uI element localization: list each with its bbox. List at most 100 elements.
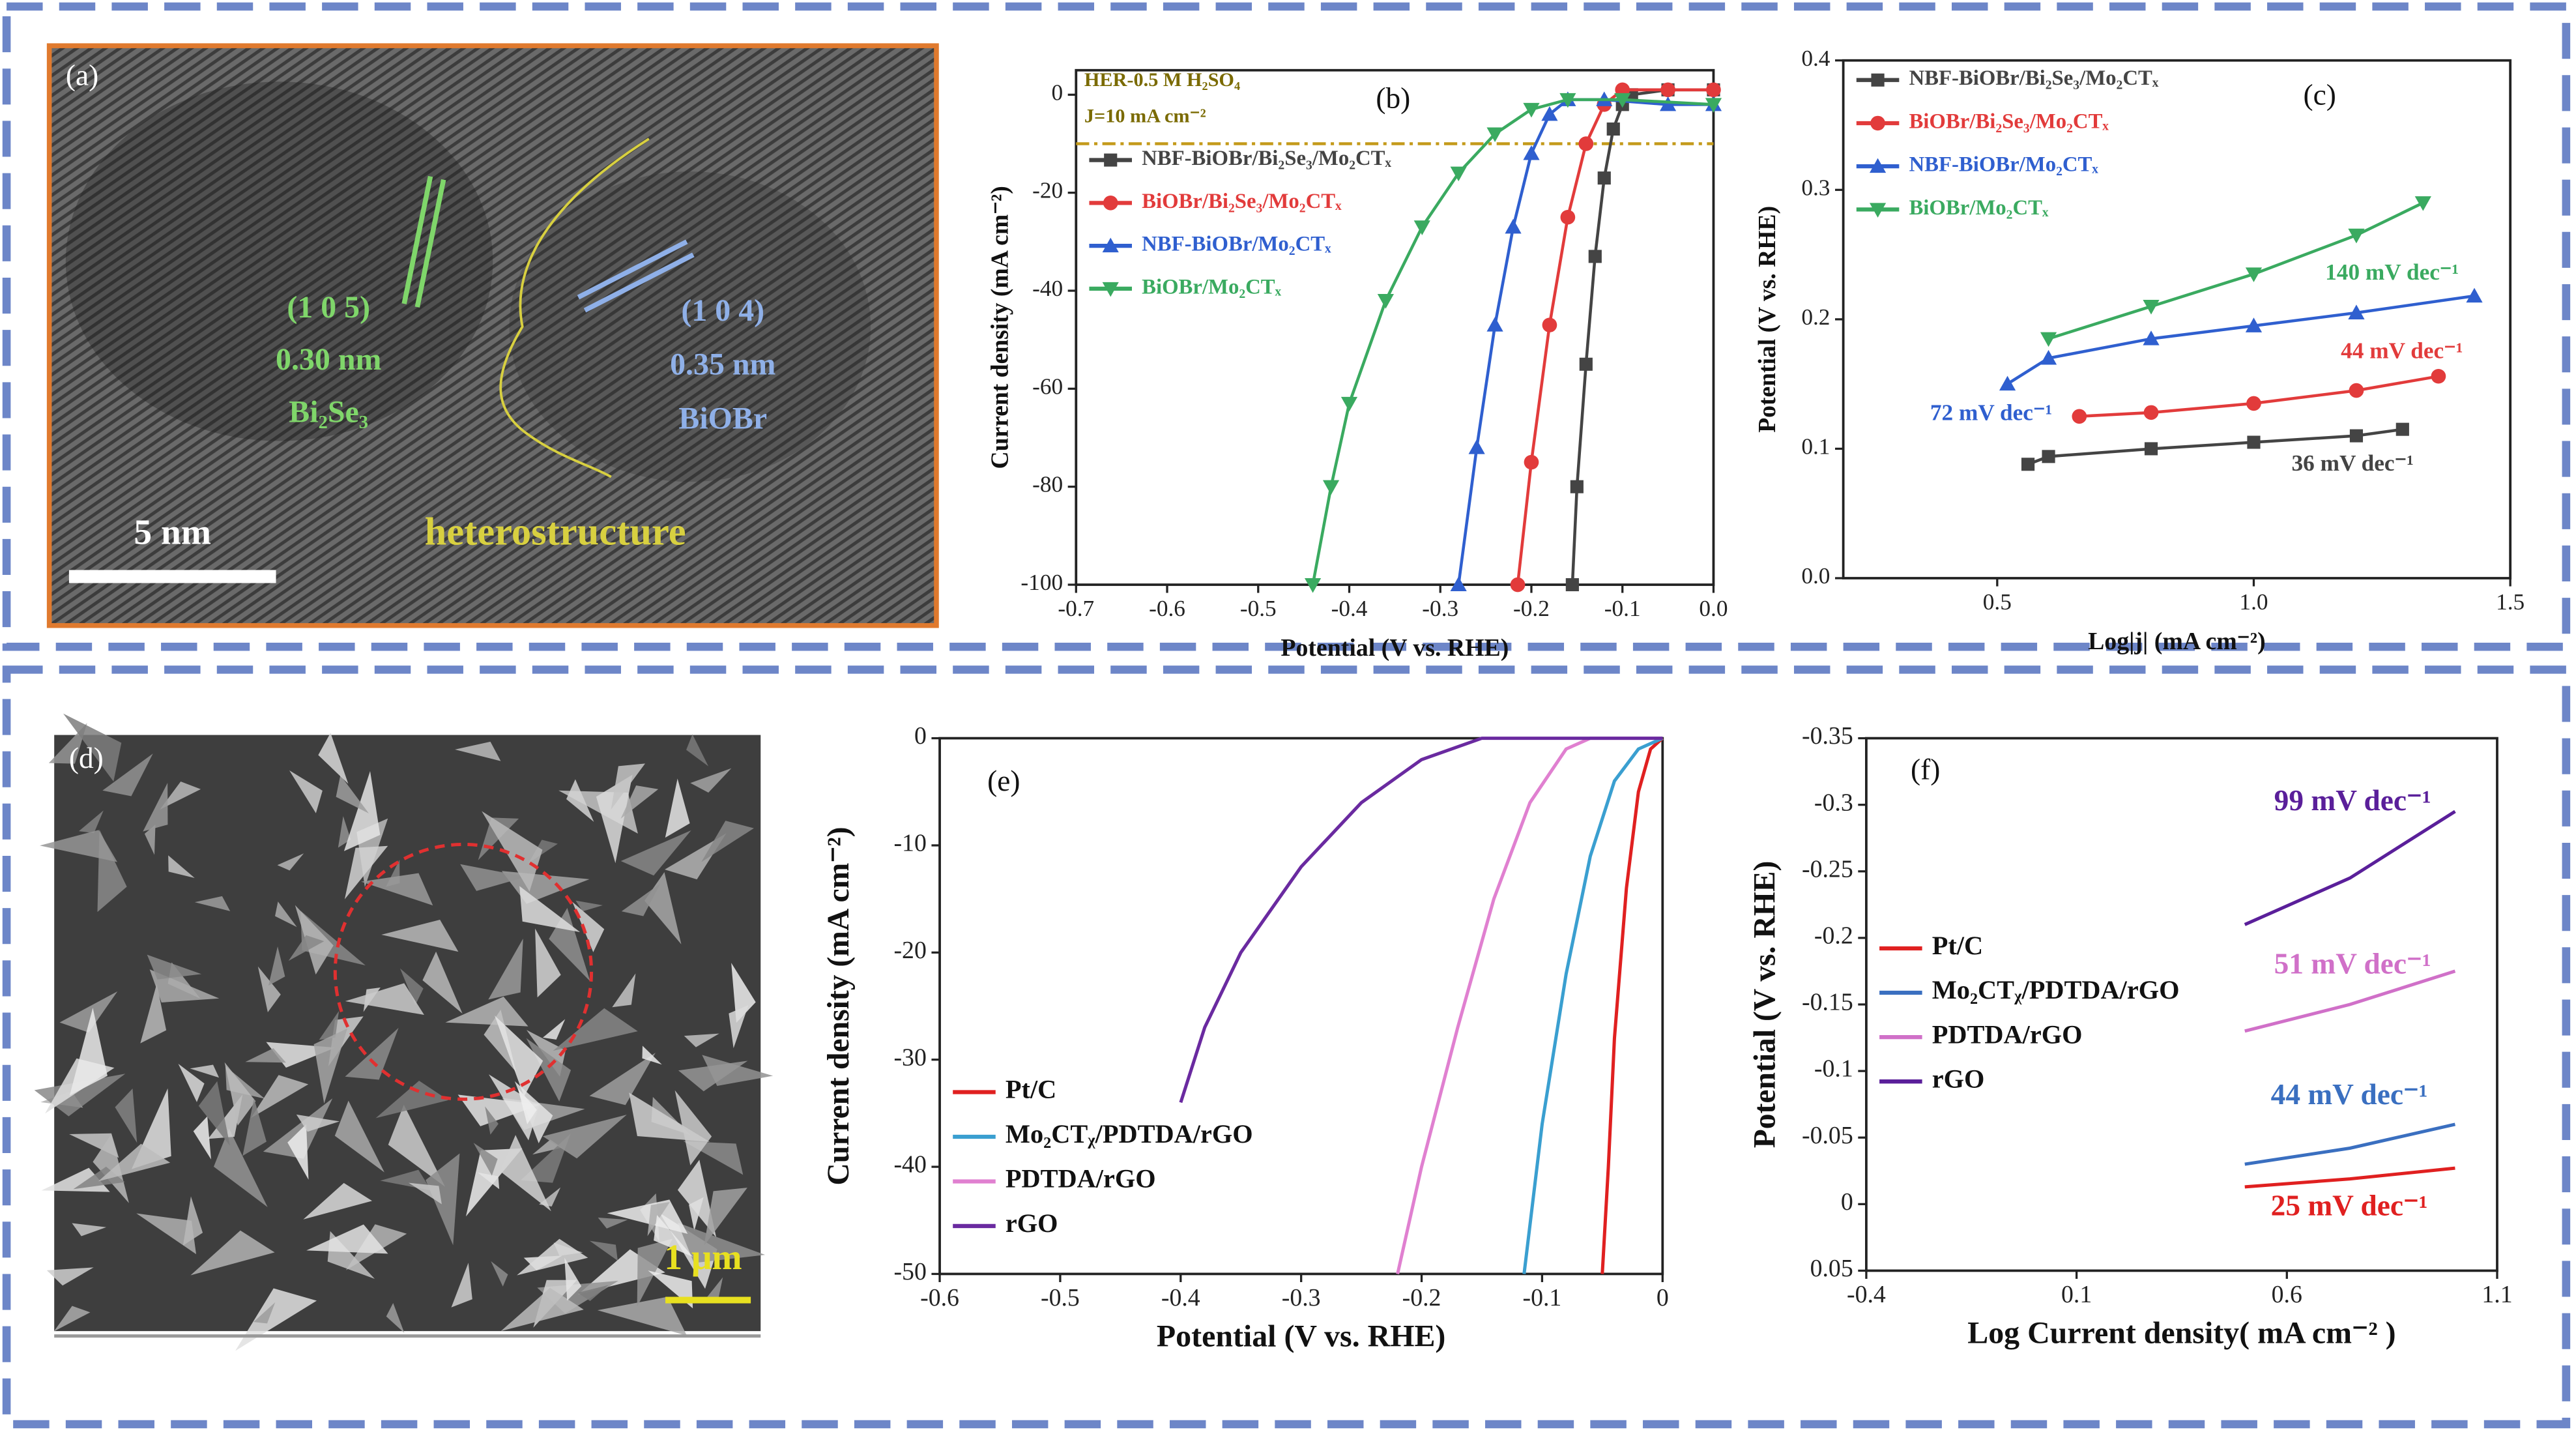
marker bbox=[1706, 82, 1721, 98]
x-tick-label: -0.1 bbox=[1604, 596, 1641, 621]
flake bbox=[144, 825, 156, 855]
legend-marker bbox=[1871, 73, 1885, 87]
flake bbox=[445, 996, 528, 1027]
y-tick-label: -100 bbox=[1020, 570, 1063, 595]
flake bbox=[704, 1188, 747, 1246]
x-tick-label: 1.5 bbox=[2496, 589, 2525, 615]
flake bbox=[288, 935, 325, 961]
annotation: J=10 mA cm⁻² bbox=[1084, 104, 1206, 126]
flake bbox=[388, 1104, 445, 1187]
flake bbox=[338, 816, 351, 848]
marker bbox=[2246, 396, 2261, 411]
legend-label: BiOBr/Mo₂CTₓ bbox=[1142, 275, 1282, 299]
flake bbox=[647, 1201, 671, 1236]
flake bbox=[79, 810, 104, 834]
flake bbox=[535, 928, 561, 998]
flake bbox=[399, 968, 424, 1006]
y-tick-label: -0.25 bbox=[1802, 856, 1853, 883]
flake bbox=[488, 939, 523, 1000]
flake bbox=[597, 1296, 687, 1336]
slope-label: 44 mV dec⁻¹ bbox=[2341, 338, 2463, 363]
slope-label: 44 mV dec⁻¹ bbox=[2271, 1078, 2428, 1111]
marker bbox=[1377, 294, 1394, 309]
marker bbox=[1541, 106, 1558, 121]
annotation: 0.35 nm bbox=[670, 347, 775, 382]
marker bbox=[2144, 442, 2158, 456]
flake bbox=[598, 1217, 628, 1229]
flake bbox=[72, 1223, 107, 1236]
flake bbox=[564, 1257, 582, 1301]
flake bbox=[731, 963, 756, 1023]
marker bbox=[2414, 196, 2431, 211]
flake bbox=[426, 1153, 460, 1246]
x-tick-label: -0.7 bbox=[1058, 596, 1094, 621]
flake bbox=[678, 1061, 748, 1092]
marker bbox=[1578, 136, 1594, 151]
x-tick-label: 0.6 bbox=[2272, 1281, 2302, 1308]
flake bbox=[589, 1053, 656, 1105]
flake bbox=[263, 1098, 333, 1159]
y-tick-label: 0.1 bbox=[1801, 434, 1830, 460]
marker bbox=[1570, 480, 1584, 493]
flake bbox=[242, 1098, 267, 1156]
flake bbox=[577, 1285, 609, 1302]
flake bbox=[572, 901, 605, 952]
marker bbox=[1524, 454, 1539, 470]
flake bbox=[611, 763, 646, 810]
x-tick-label: 0.0 bbox=[1699, 596, 1728, 621]
flake bbox=[575, 900, 603, 912]
legend-marker bbox=[1102, 237, 1119, 253]
y-tick-label: -50 bbox=[893, 1258, 926, 1285]
marker bbox=[1413, 220, 1430, 235]
flake bbox=[654, 1214, 693, 1257]
legend-marker bbox=[1870, 115, 1885, 131]
series-line bbox=[1179, 737, 1663, 1104]
flake bbox=[542, 1019, 566, 1040]
marker bbox=[2021, 458, 2035, 471]
marker bbox=[1542, 317, 1557, 332]
flake bbox=[268, 946, 285, 986]
flake bbox=[460, 864, 527, 891]
flake bbox=[245, 1048, 286, 1063]
flake bbox=[257, 966, 281, 1013]
marker bbox=[1999, 375, 2016, 391]
flake bbox=[526, 1038, 572, 1102]
flake bbox=[53, 1306, 91, 1332]
legend-label: Pt/C bbox=[1932, 931, 1983, 960]
flake bbox=[190, 1064, 220, 1078]
panel-label: (c) bbox=[2304, 79, 2336, 111]
y-tick-label: -30 bbox=[893, 1044, 926, 1071]
panel-label: (a) bbox=[66, 59, 98, 92]
y-tick-label: -0.05 bbox=[1802, 1122, 1853, 1149]
legend-label: PDTDA/rGO bbox=[1932, 1019, 2083, 1049]
marker bbox=[1705, 98, 1722, 113]
flake bbox=[381, 919, 459, 952]
marker bbox=[1486, 317, 1503, 332]
marker bbox=[1565, 578, 1579, 592]
y-tick-label: 0.3 bbox=[1801, 175, 1830, 200]
flake bbox=[665, 778, 690, 838]
flake bbox=[344, 845, 388, 900]
flake bbox=[704, 1277, 723, 1302]
flake bbox=[684, 1033, 719, 1047]
flake bbox=[361, 873, 433, 906]
flake bbox=[59, 991, 118, 1033]
plot-frame bbox=[938, 737, 1664, 1276]
marker bbox=[1486, 127, 1503, 142]
y-tick-label: -0.1 bbox=[1814, 1055, 1853, 1083]
panel-label: (f) bbox=[1911, 754, 1940, 786]
flake bbox=[136, 1213, 197, 1255]
flake bbox=[701, 821, 754, 862]
flake bbox=[287, 1124, 309, 1180]
flake bbox=[495, 1016, 543, 1097]
flake bbox=[336, 775, 369, 813]
flake bbox=[98, 1143, 171, 1182]
flake bbox=[642, 1046, 662, 1065]
x-tick-label: -0.3 bbox=[1282, 1284, 1321, 1311]
flake bbox=[303, 1182, 373, 1220]
annotation: HER-0.5 M H₂SO₄ bbox=[1084, 68, 1240, 91]
legend-label: BiOBr/Bi₂Se₃/Mo₂CTₓ bbox=[1142, 190, 1342, 213]
micrograph-d-overlay: (d) 1 μm bbox=[54, 742, 761, 1338]
flake bbox=[69, 1008, 108, 1096]
marker bbox=[1560, 209, 1576, 225]
